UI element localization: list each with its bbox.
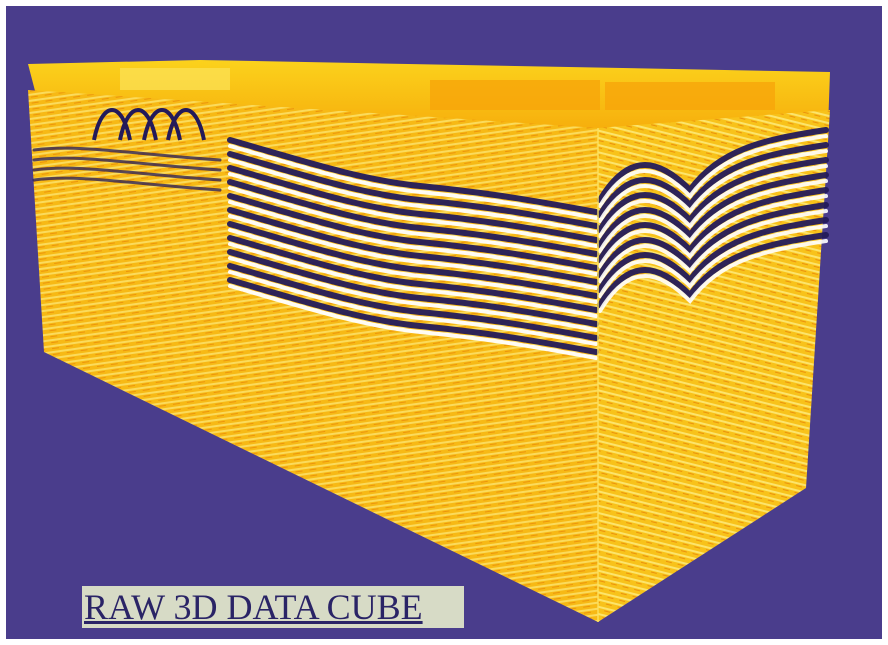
reflector-band: [598, 224, 828, 298]
reflector-band: [598, 179, 828, 253]
reflector-band: [597, 232, 829, 308]
reflector-band: [227, 137, 599, 215]
hyperbola-curve: [166, 108, 206, 141]
reflector-band: [228, 200, 598, 276]
reflector-band: [228, 242, 598, 318]
reflector-band: [227, 235, 599, 313]
reflector-band: [227, 151, 599, 229]
gpr-hyperbolas: [92, 108, 206, 141]
reflector-band: [32, 176, 222, 192]
hyperbola-curve: [142, 108, 182, 141]
reflector-band: [597, 142, 829, 218]
reflector-band: [227, 249, 599, 327]
reflector-band: [597, 187, 829, 263]
reflector-band: [228, 214, 598, 290]
reflector-band: [227, 207, 599, 285]
reflector-band: [32, 166, 222, 182]
reflector-band: [227, 221, 599, 299]
reflector-band: [228, 186, 598, 262]
reflector-band: [598, 164, 828, 238]
reflector-band: [598, 134, 828, 208]
reflector-band: [227, 165, 599, 243]
reflector-band: [597, 127, 829, 203]
reflector-band: [32, 156, 222, 172]
reflector-band: [598, 209, 828, 283]
reflector-band: [227, 277, 599, 355]
reflector-band: [598, 239, 828, 313]
reflector-band: [597, 172, 829, 248]
reflector-band: [228, 256, 598, 332]
reflector-band: [598, 149, 828, 223]
reflector-band: [228, 228, 598, 304]
reflector-band: [228, 158, 598, 234]
reflector-band: [597, 157, 829, 233]
reflector-band: [228, 284, 598, 360]
reflector-band: [598, 194, 828, 268]
hyperbola-curve: [118, 108, 158, 141]
reflector-band: [227, 179, 599, 257]
reflector-band: [228, 144, 598, 220]
cube-caption: RAW 3D DATA CUBE: [82, 586, 464, 628]
gpr-reflectors: [32, 127, 829, 360]
reflector-band: [32, 146, 222, 162]
hyperbola-curve: [92, 108, 132, 141]
reflector-band: [597, 202, 829, 278]
reflector-band: [228, 172, 598, 248]
reflector-band: [227, 193, 599, 271]
reflector-band: [597, 217, 829, 293]
reflector-band: [227, 263, 599, 341]
reflector-band: [228, 270, 598, 346]
